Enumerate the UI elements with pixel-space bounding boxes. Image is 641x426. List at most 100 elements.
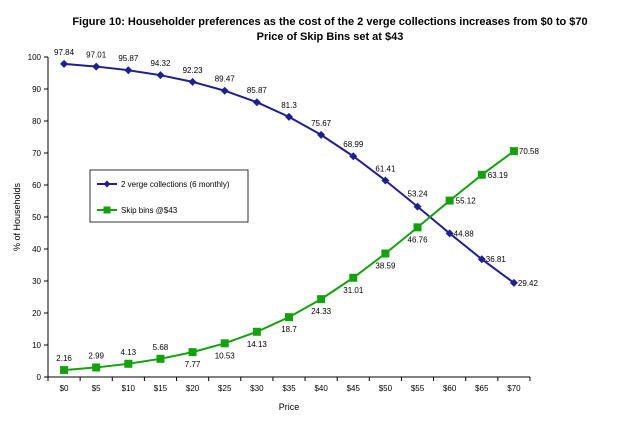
data-label: 36.81 <box>486 255 507 264</box>
data-point <box>252 98 261 107</box>
x-tick-label: $65 <box>475 384 489 393</box>
data-point <box>381 249 390 258</box>
data-label: 53.24 <box>408 190 429 199</box>
y-tick-label: 60 <box>32 181 41 190</box>
data-label: 70.58 <box>519 147 540 156</box>
data-point <box>220 339 229 348</box>
data-point <box>220 86 229 95</box>
data-label: 85.87 <box>247 86 268 95</box>
data-point <box>60 59 69 68</box>
data-point <box>477 170 486 179</box>
data-label: 5.68 <box>153 343 169 352</box>
y-axis-ticks: 0 10 20 30 40 50 60 70 80 90 100 <box>28 53 48 382</box>
y-tick-label: 100 <box>28 53 42 62</box>
data-label: 10.53 <box>215 351 236 360</box>
y-tick-label: 20 <box>32 309 41 318</box>
x-tick-label: $50 <box>379 384 393 393</box>
data-point <box>92 62 101 71</box>
data-point <box>477 255 486 264</box>
data-label: 68.99 <box>343 140 364 149</box>
x-tick-label: $25 <box>218 384 232 393</box>
data-point <box>124 66 133 75</box>
data-label: 29.42 <box>518 279 539 288</box>
y-axis-label: % of Households <box>12 182 22 251</box>
data-label: 94.32 <box>150 59 171 68</box>
y-tick-label: 50 <box>32 213 41 222</box>
data-point <box>317 295 326 304</box>
data-label: 75.67 <box>311 119 332 128</box>
data-label: 7.77 <box>185 360 201 369</box>
data-point <box>445 229 454 238</box>
data-label: 92.23 <box>183 66 204 75</box>
y-tick-label: 70 <box>32 149 41 158</box>
data-label: 44.88 <box>454 229 475 238</box>
data-labels: 97.84 97.01 95.87 94.32 92.23 89.47 85.87 81.3 7… <box>54 48 539 369</box>
data-point <box>60 366 69 375</box>
chart-subtitle: Price of Skip Bins set at $43 <box>257 31 404 43</box>
data-point <box>509 147 518 156</box>
legend-label: 2 verge collections (6 monthly) <box>121 180 230 189</box>
y-tick-label: 80 <box>32 117 41 126</box>
data-point <box>413 202 422 211</box>
y-tick-label: 0 <box>37 373 42 382</box>
data-point <box>349 152 358 161</box>
data-point <box>252 327 261 336</box>
data-label: 4.13 <box>121 348 137 357</box>
data-label: 38.59 <box>375 262 396 271</box>
data-label: 2.16 <box>56 354 72 363</box>
y-tick-label: 90 <box>32 85 41 94</box>
x-tick-label: $35 <box>282 384 296 393</box>
x-tick-label: $15 <box>154 384 168 393</box>
x-tick-label: $0 <box>60 384 69 393</box>
data-label: 89.47 <box>215 75 236 84</box>
data-point <box>124 359 133 368</box>
y-tick-label: 30 <box>32 277 41 286</box>
data-label: 55.12 <box>456 197 477 206</box>
data-point <box>156 71 165 80</box>
data-point <box>92 363 101 372</box>
plot-area: 0 10 20 30 40 50 60 70 80 90 100 $0 $5 $10 $15 $20 $25 $… <box>28 48 540 393</box>
data-label: 2.99 <box>88 351 104 360</box>
x-tick-label: $40 <box>314 384 328 393</box>
data-point <box>188 348 197 357</box>
data-label: 24.33 <box>311 307 332 316</box>
data-label: 63.19 <box>488 171 509 180</box>
legend-label: Skip bins @$43 <box>121 206 178 215</box>
data-point <box>156 354 165 363</box>
data-label: 97.84 <box>54 48 75 57</box>
data-point <box>413 223 422 232</box>
data-label: 46.76 <box>408 235 429 244</box>
data-point <box>509 278 518 287</box>
x-axis-label: Price <box>279 402 300 412</box>
x-tick-label: $5 <box>92 384 101 393</box>
data-label: 14.13 <box>247 340 268 349</box>
x-tick-label: $70 <box>507 384 521 393</box>
x-tick-label: $20 <box>186 384 200 393</box>
legend-marker <box>103 180 111 188</box>
data-label: 81.3 <box>281 101 297 110</box>
data-label: 18.7 <box>281 325 297 334</box>
y-tick-label: 40 <box>32 245 41 254</box>
data-point <box>349 273 358 282</box>
y-tick-label: 10 <box>32 341 41 350</box>
x-axis-ticks: $0 $5 $10 $15 $20 $25 $30 $35 $40 $45 $50 $55 $60 $65… <box>47 377 531 393</box>
data-point <box>188 77 197 86</box>
data-label: 61.41 <box>375 164 396 173</box>
data-point <box>317 130 326 139</box>
chart-title: Figure 10: Householder preferences as th… <box>72 16 587 28</box>
data-point <box>445 196 454 205</box>
data-label: 31.01 <box>343 286 364 295</box>
data-label: 95.87 <box>118 54 139 63</box>
series-layer <box>60 59 518 375</box>
legend-marker <box>103 206 111 214</box>
legend: 2 verge collections (6 monthly) Skip bins… <box>89 169 249 223</box>
data-point <box>285 313 293 322</box>
data-point <box>285 112 293 121</box>
legend-box <box>89 169 249 223</box>
data-label: 97.01 <box>86 51 107 60</box>
x-tick-label: $30 <box>250 384 264 393</box>
x-tick-label: $55 <box>411 384 425 393</box>
x-tick-label: $10 <box>122 384 136 393</box>
data-point <box>381 176 390 185</box>
